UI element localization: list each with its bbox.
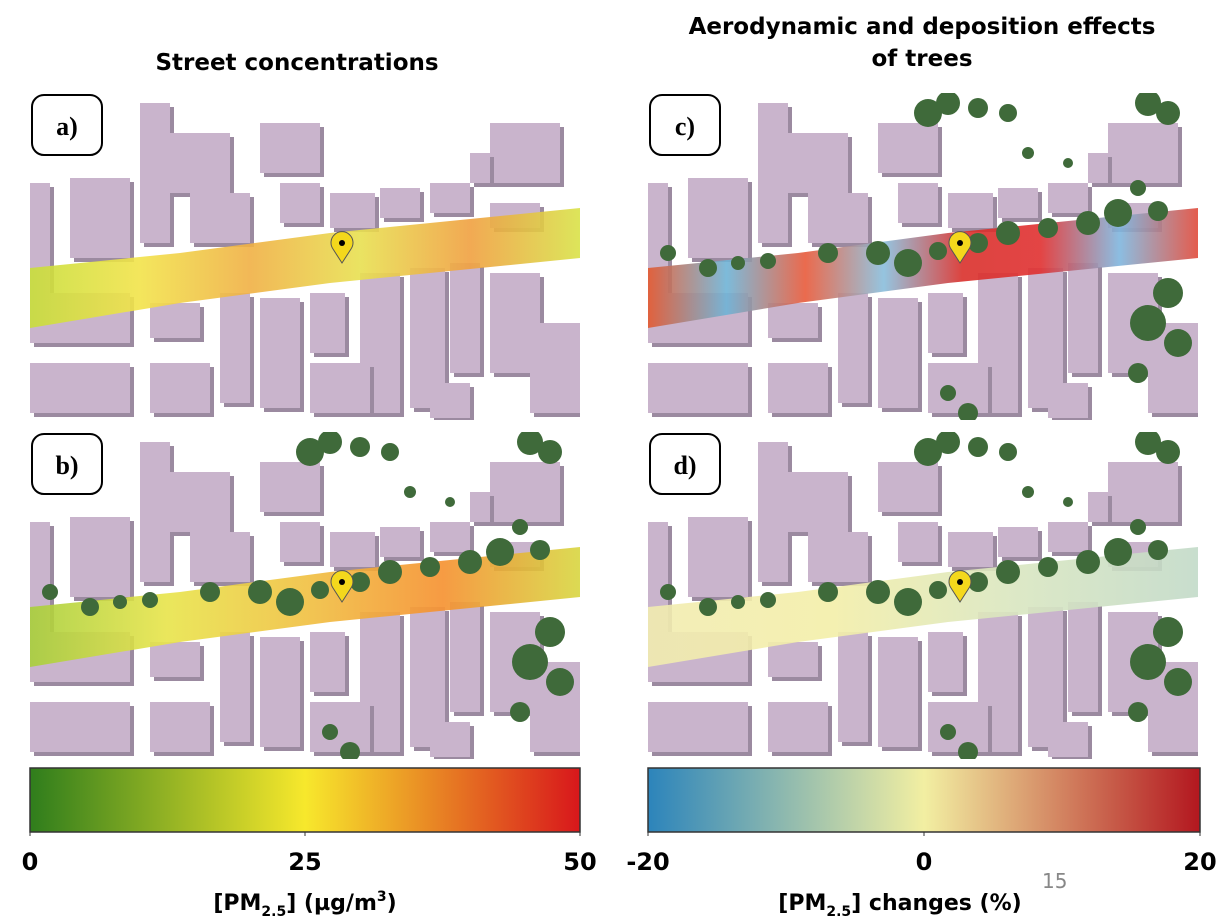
panel-label: b) [55,451,78,480]
label-part: [PM [778,891,826,916]
panel-label: a) [56,112,78,141]
left-colorbar-label: [PM2.5] (µg/m3) [213,889,396,920]
label-sub: 2.5 [826,904,851,920]
label-part: ] (µg/m [286,891,377,916]
tick-label: -20 [626,848,669,876]
map-panel [648,90,1202,423]
label-sub: 2.5 [261,904,286,920]
right-colorbar-label: [PM2.5] changes (%) [778,891,1021,920]
map-panel [30,93,584,422]
label-part: ) [387,891,397,916]
tick-label: 20 [1183,848,1216,876]
right-title-line: Aerodynamic and deposition effects [689,14,1156,40]
right-title-line: of trees [871,46,972,72]
map-panel [30,429,584,762]
label-part: ] changes (%) [851,891,1022,916]
tick-label: 0 [22,848,39,876]
left-title: Street concentrations [155,50,438,76]
map-panel [648,429,1202,762]
colorbar [30,768,580,832]
tick-label: 25 [288,848,321,876]
panel-label: d) [673,451,696,480]
tick-label: 50 [563,848,596,876]
page-number: 15 [1042,869,1067,893]
figure: Street concentrations Aerodynamic and de… [0,0,1229,921]
colorbar [648,768,1200,832]
tick-label: 0 [916,848,933,876]
label-sup: 3 [377,889,387,905]
panel-label: c) [675,112,695,141]
label-part: [PM [213,891,261,916]
